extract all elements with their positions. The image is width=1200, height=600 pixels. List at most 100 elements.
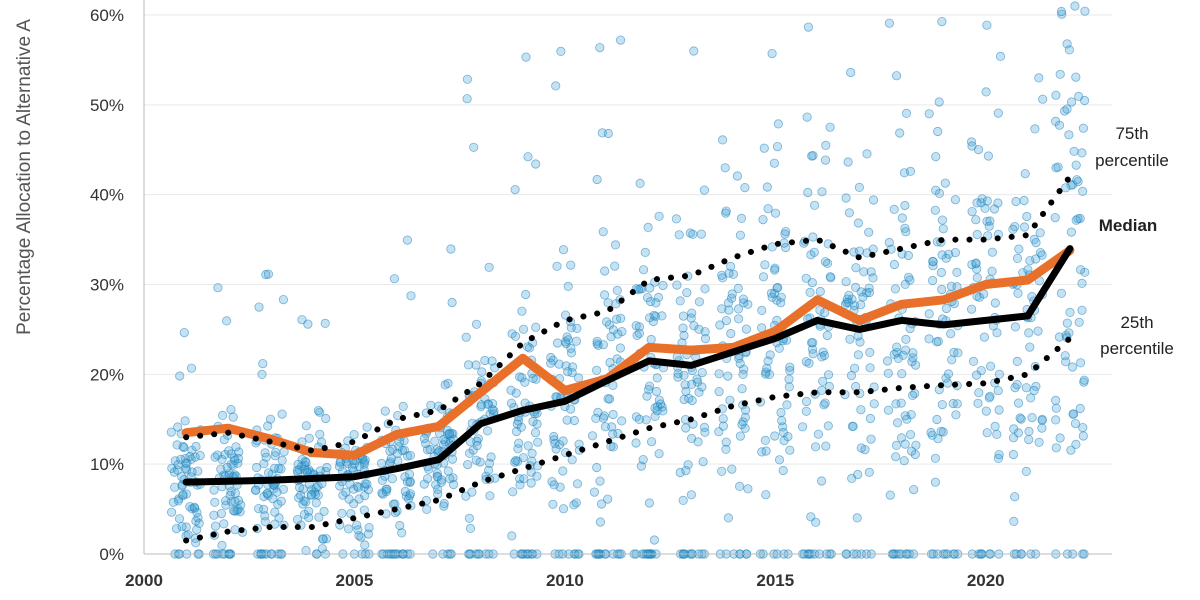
scatter-point [597,128,607,138]
scatter-point [889,259,900,270]
scatter-point [1029,385,1039,396]
scatter-point [210,521,221,531]
scatter-point [341,487,351,497]
scatter-point [405,450,415,460]
scatter-point [846,67,856,78]
scatter-point [561,361,571,371]
scatter-point [1071,72,1081,82]
scatter-point [657,311,667,321]
scatter-point [349,429,359,440]
scatter-point [552,261,562,271]
scatter-point [721,206,731,216]
scatter-point [856,405,866,415]
scatter-point [337,508,347,519]
scatter-point [471,360,481,370]
scatter-point [810,442,821,452]
scatter-point [1078,431,1088,441]
scatter-point [853,469,863,480]
scatter-point [301,421,311,431]
scatter-point [1061,183,1071,193]
scatter-point [523,441,533,451]
scatter-point [1011,196,1021,207]
scatter-point [854,182,865,192]
scatter-point [1012,379,1022,390]
scatter-point [465,437,475,447]
scatter-point [179,327,189,338]
scatter-point [950,195,961,205]
scatter-point [185,451,195,462]
scatter-point [514,438,524,448]
scatter-point [276,464,286,474]
scatter-point [714,369,724,379]
scatter-point [974,388,984,398]
scatter-point [993,198,1003,208]
scatter-point [476,400,486,410]
scatter-point [952,399,962,409]
x-tick-label: 2015 [756,571,794,590]
scatter-point [767,48,777,59]
annotation-25th-line1: 25th [1120,313,1153,332]
scatter-point [321,534,331,544]
scatter-point [743,484,753,494]
scatter-point [359,459,369,469]
scatter-point [735,431,746,441]
scatter-point [631,438,641,448]
scatter-point [738,294,749,304]
scatter-point [785,445,795,455]
scatter-point [631,412,642,422]
scatter-point [378,489,388,499]
scatter-point [608,325,619,335]
scatter-point [804,358,814,368]
scatter-point [591,413,601,423]
scatter-point [826,273,836,283]
scatter-point [856,443,866,453]
scatter-point [571,498,581,508]
scatter-point [272,487,282,497]
scatter-point [737,384,747,394]
scatter-point [1025,256,1035,266]
scatter-point [968,356,979,366]
scatter-point [995,51,1006,62]
scatter-point [943,378,953,388]
scatter-point [700,284,710,294]
scatter-point [820,398,830,408]
scatter-point [551,81,561,91]
scatter-point [943,369,954,379]
scatter-point [508,487,518,497]
scatter-point [599,290,610,300]
scatter-point [1050,213,1060,223]
scatter-point [700,333,711,344]
scatter-point [1030,124,1040,134]
scatter-point [951,410,961,420]
scatter-point [993,453,1004,463]
scatter-point [908,348,918,358]
scatter-point [930,477,941,487]
scatter-point [603,394,613,404]
scatter-point [715,320,725,330]
scatter-point [822,330,832,341]
scatter-point [446,244,456,254]
scatter-point [909,484,919,495]
scatter-point [315,407,325,417]
scatter-point [784,382,794,392]
scatter-point [398,401,408,411]
scatter-point [189,502,199,512]
scatter-point [769,158,780,168]
scatter-point [471,319,482,329]
scatter-point [487,356,497,366]
scatter-point [910,360,921,370]
scatter-point [651,386,662,397]
scatter-point [950,248,961,258]
scatter-point [473,434,483,444]
scatter-point [608,429,618,439]
scatter-point [448,479,459,490]
scatter-point [278,294,288,305]
scatter-point [654,395,664,405]
scatter-point [723,371,733,381]
scatter-point [186,363,197,373]
scatter-point [808,337,818,348]
scatter-point [717,304,727,314]
scatter-point [485,491,495,501]
scatter-point [546,358,556,368]
scatter-point [489,406,499,416]
